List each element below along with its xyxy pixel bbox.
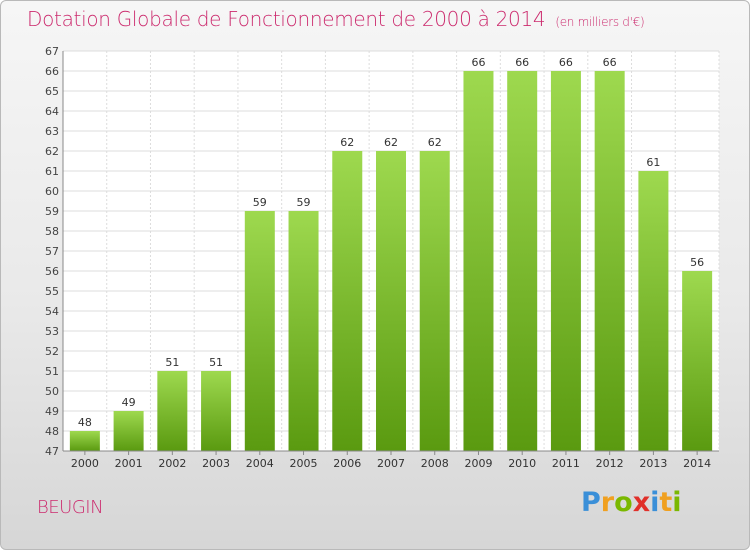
x-tick-label: 2002 <box>158 457 186 470</box>
y-tick-label: 51 <box>45 365 59 378</box>
y-tick-label: 65 <box>45 85 59 98</box>
commune-name: BEUGIN <box>37 497 104 518</box>
x-tick-label: 2007 <box>377 457 405 470</box>
y-tick-label: 49 <box>45 405 59 418</box>
y-tick-label: 52 <box>45 345 59 358</box>
x-tick-label: 2011 <box>552 457 580 470</box>
bar <box>507 71 538 451</box>
y-tick-label: 56 <box>45 265 59 278</box>
y-tick-label: 57 <box>45 245 59 258</box>
y-tick-label: 47 <box>45 445 59 458</box>
x-tick-label: 2009 <box>464 457 492 470</box>
logo-letter: x <box>632 487 651 518</box>
bar <box>113 411 144 451</box>
x-tick-label: 2000 <box>71 457 99 470</box>
y-tick-label: 64 <box>45 105 59 118</box>
bar <box>376 151 406 451</box>
y-tick-label: 53 <box>45 325 59 338</box>
bar <box>682 271 713 451</box>
logo-letter: t <box>659 487 673 518</box>
bar-value-label: 59 <box>297 196 311 209</box>
bar-value-label: 62 <box>428 136 442 149</box>
bars <box>69 71 713 451</box>
x-tick-label: 2014 <box>683 457 711 470</box>
x-tick-label: 2006 <box>333 457 361 470</box>
y-tick-label: 63 <box>45 125 59 138</box>
bar-value-label: 59 <box>253 196 267 209</box>
bar-value-label: 66 <box>515 56 529 69</box>
bar <box>550 71 581 451</box>
logo-letter: r <box>600 487 615 518</box>
bar-value-label: 66 <box>471 56 485 69</box>
logo-letter: i <box>672 487 682 518</box>
y-tick-label: 67 <box>45 45 59 58</box>
y-tick-label: 55 <box>45 285 59 298</box>
bar <box>419 151 450 451</box>
bar <box>288 211 319 451</box>
bar <box>638 171 669 451</box>
y-tick-label: 58 <box>45 225 59 238</box>
logo-letter: P <box>581 487 601 518</box>
x-tick-label: 2013 <box>639 457 667 470</box>
bar <box>332 151 363 451</box>
logo-letter: o <box>614 487 633 518</box>
bar <box>201 371 232 451</box>
y-tick-label: 50 <box>45 385 59 398</box>
x-tick-label: 2010 <box>508 457 536 470</box>
bar-value-label: 56 <box>690 256 704 269</box>
bar <box>157 371 188 451</box>
y-tick-label: 48 <box>45 425 59 438</box>
y-tick-label: 61 <box>45 165 59 178</box>
chart-title: Dotation Globale de Fonctionnement de 20… <box>27 7 645 31</box>
bar-value-label: 51 <box>165 356 179 369</box>
y-tick-label: 59 <box>45 205 59 218</box>
data-labels: 48 49 51 51 59 59 62 62 62 66 66 66 66 61 56 <box>78 56 704 429</box>
logo-letter: i <box>650 487 660 518</box>
bar-value-label: 61 <box>646 156 660 169</box>
bar <box>69 431 100 451</box>
bar <box>463 71 494 451</box>
chart-title-text: Dotation Globale de Fonctionnement de 20… <box>27 7 546 31</box>
bar-value-label: 49 <box>122 396 136 409</box>
bar <box>594 71 625 451</box>
y-tick-label: 54 <box>45 305 59 318</box>
bar-value-label: 62 <box>384 136 398 149</box>
bar <box>244 211 275 451</box>
x-tick-label: 2012 <box>596 457 624 470</box>
bar-value-label: 66 <box>603 56 617 69</box>
proxiti-logo: Proxiti <box>581 487 682 518</box>
chart-unit-note: (en milliers d'€) <box>555 15 645 29</box>
x-tick-label: 2008 <box>421 457 449 470</box>
y-tick-label: 62 <box>45 145 59 158</box>
bar-value-label: 66 <box>559 56 573 69</box>
x-tick-label: 2001 <box>115 457 143 470</box>
axes: 47 48 49 50 51 52 53 54 55 56 57 58 59 60 61 62 63 64 65 66… <box>45 45 719 470</box>
x-tick-label: 2005 <box>290 457 318 470</box>
bar-value-label: 62 <box>340 136 354 149</box>
y-tick-label: 66 <box>45 65 59 78</box>
bar-value-label: 51 <box>209 356 223 369</box>
bar-value-label: 48 <box>78 416 92 429</box>
y-tick-label: 60 <box>45 185 59 198</box>
x-tick-label: 2003 <box>202 457 230 470</box>
x-tick-label: 2004 <box>246 457 274 470</box>
